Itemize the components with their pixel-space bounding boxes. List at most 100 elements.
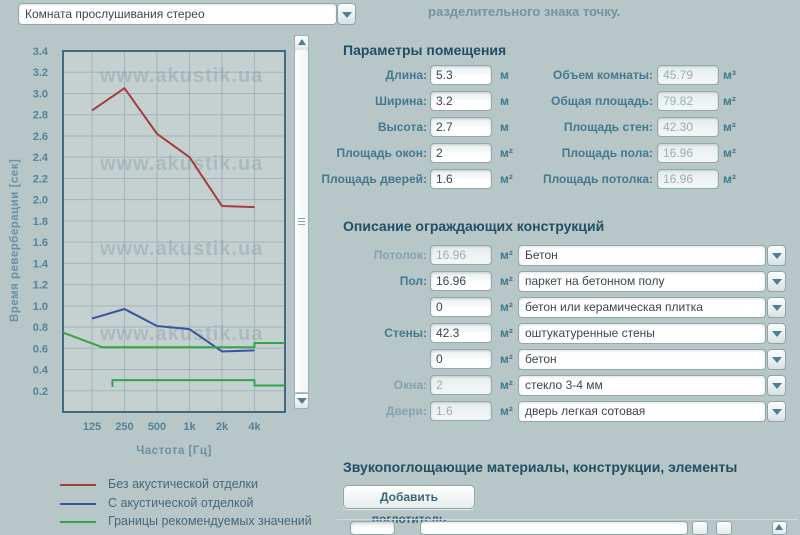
add-absorber-button[interactable]: Добавить поглотитель xyxy=(343,485,475,526)
svg-text:Время реверберации [сек]: Время реверберации [сек] xyxy=(9,159,21,322)
section-title-absorbers: Звукопоглощающие материалы, конструкции,… xyxy=(343,459,738,475)
width-input[interactable] xyxy=(430,91,492,111)
svg-text:1.6: 1.6 xyxy=(33,237,48,249)
doors-row-unit: м² xyxy=(500,404,513,418)
windows-area-label: Площадь окон: xyxy=(336,146,427,160)
ceiling-row-label: Потолок: xyxy=(373,248,427,262)
doors-material-dropdown-button[interactable] xyxy=(767,401,786,422)
length-unit: м xyxy=(500,68,509,82)
walls-area-field xyxy=(657,117,719,137)
section-title-constructions: Описание ограждающих конструкций xyxy=(343,218,605,234)
svg-text:2.8: 2.8 xyxy=(33,110,48,122)
walls2-material-dropdown-button[interactable] xyxy=(767,349,786,370)
walls-material-dropdown-button[interactable] xyxy=(767,323,786,344)
doors-area-unit: м² xyxy=(500,172,513,186)
absorber-remove-button[interactable] xyxy=(716,521,732,535)
floor-area-input[interactable] xyxy=(430,271,492,291)
legend-label: Без акустической отделки xyxy=(108,477,259,491)
svg-text:3.2: 3.2 xyxy=(33,67,48,79)
legend-swatch-green xyxy=(60,521,96,523)
svg-text:2.4: 2.4 xyxy=(33,152,49,164)
svg-text:4k: 4k xyxy=(248,421,261,433)
floor-row-unit: м² xyxy=(500,274,513,288)
triangle-up-icon xyxy=(298,39,306,45)
volume-unit: м³ xyxy=(723,68,736,82)
walls-row-label: Стены: xyxy=(384,326,427,340)
absorber-area-input[interactable] xyxy=(350,521,395,535)
svg-text:3.4: 3.4 xyxy=(33,46,49,58)
walls-row-unit: м² xyxy=(500,326,513,340)
ceiling-material-select[interactable]: Бетон xyxy=(518,245,766,266)
chevron-down-icon xyxy=(772,357,782,363)
chevron-down-icon xyxy=(772,331,782,337)
legend-label: Границы рекомендуемых значений xyxy=(108,514,312,528)
absorber-scroll-up-button[interactable] xyxy=(772,521,787,535)
walls2-area-input[interactable] xyxy=(430,349,492,369)
room-type-select[interactable]: Комната прослушивания стерео xyxy=(18,3,337,25)
absorber-action-button[interactable] xyxy=(692,521,708,535)
width-unit: м xyxy=(500,94,509,108)
legend-swatch-blue xyxy=(60,503,96,505)
windows-area-field xyxy=(430,375,492,395)
doors-area-input[interactable] xyxy=(430,169,492,189)
ceiling-area-input xyxy=(430,245,492,265)
walls-material-select[interactable]: оштукатуренные стены xyxy=(518,323,766,344)
floor2-material-select[interactable]: бетон или керамическая плитка xyxy=(518,297,766,318)
windows-row-label: Окна: xyxy=(393,378,427,392)
svg-text:1.8: 1.8 xyxy=(33,216,48,228)
triangle-up-icon xyxy=(775,524,783,530)
room-type-value: Комната прослушивания стерео xyxy=(25,7,205,21)
floor-area-unit: м² xyxy=(723,146,736,160)
svg-text:0.2: 0.2 xyxy=(33,386,48,398)
chevron-down-icon xyxy=(772,279,782,285)
svg-text:www.akustik.ua: www.akustik.ua xyxy=(99,153,263,175)
windows-area-unit: м² xyxy=(500,146,513,160)
length-input[interactable] xyxy=(430,65,492,85)
floor2-material-dropdown-button[interactable] xyxy=(767,297,786,318)
walls-area-input[interactable] xyxy=(430,323,492,343)
volume-field xyxy=(657,65,719,85)
width-label: Ширина: xyxy=(374,94,427,108)
ceiling-material-dropdown-button[interactable] xyxy=(767,245,786,266)
scrollbar-thumb[interactable] xyxy=(295,50,308,393)
chevron-down-icon xyxy=(772,253,782,259)
volume-label: Объем комнаты: xyxy=(552,68,653,82)
svg-text:1.2: 1.2 xyxy=(33,280,48,292)
scroll-down-button[interactable] xyxy=(295,393,308,408)
floor2-row-unit: м² xyxy=(500,300,513,314)
svg-text:2k: 2k xyxy=(216,421,229,433)
chevron-down-icon xyxy=(772,383,782,389)
walls-area-unit: м² xyxy=(723,120,736,134)
svg-text:www.akustik.ua: www.akustik.ua xyxy=(99,323,263,345)
windows-area-input[interactable] xyxy=(430,143,492,163)
svg-text:3.0: 3.0 xyxy=(33,88,48,100)
legend-label: С акустической отделкой xyxy=(108,496,254,510)
windows-material-dropdown-button[interactable] xyxy=(767,375,786,396)
svg-text:1.0: 1.0 xyxy=(33,301,48,313)
floor-area-label: Площадь пола: xyxy=(561,146,653,160)
svg-text:2.6: 2.6 xyxy=(33,131,48,143)
hint-text: разделительного знака точку. xyxy=(428,4,621,19)
chevron-down-icon xyxy=(772,409,782,415)
svg-text:500: 500 xyxy=(148,421,166,433)
length-label: Длина: xyxy=(385,68,427,82)
svg-text:Частота [Гц]: Частота [Гц] xyxy=(136,445,212,457)
doors-row-label: Двери: xyxy=(385,404,427,418)
chart-scrollbar[interactable] xyxy=(294,35,309,409)
walls2-material-select[interactable]: бетон xyxy=(518,349,766,370)
svg-text:125: 125 xyxy=(83,421,101,433)
ceiling-area-unit: м² xyxy=(723,172,736,186)
doors-material-select[interactable]: дверь легкая сотовая xyxy=(518,401,766,422)
chevron-down-icon xyxy=(342,12,352,18)
windows-material-select[interactable]: стекло 3-4 мм xyxy=(518,375,766,396)
scroll-up-button[interactable] xyxy=(295,36,308,51)
room-type-dropdown-button[interactable] xyxy=(337,3,356,25)
floor2-area-input[interactable] xyxy=(430,297,492,317)
reverberation-chart: 0.2 0.4 0.6 0.8 1.0 1.2 1.4 1.6 1.8 2.0 2.2 2.4 2.6 2… xyxy=(9,46,286,457)
height-input[interactable] xyxy=(430,117,492,137)
floor-material-dropdown-button[interactable] xyxy=(767,271,786,292)
absorber-material-select[interactable] xyxy=(420,521,688,535)
svg-text:2.2: 2.2 xyxy=(33,173,48,185)
floor-material-select[interactable]: паркет на бетонном полу xyxy=(518,271,766,292)
